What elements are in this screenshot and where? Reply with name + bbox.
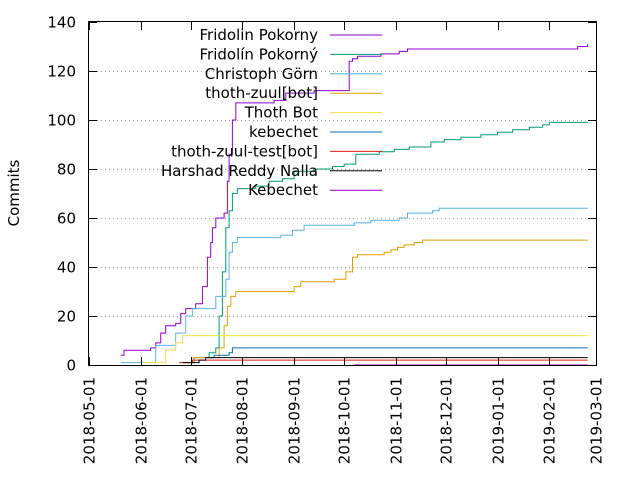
series-line-2 (120, 207, 588, 364)
grid-lines (89, 71, 596, 317)
x-tick-label: 2018-05-01 (81, 377, 99, 464)
x-tick-label: 2019-01-01 (490, 377, 508, 464)
x-tick-label: 2018-12-01 (438, 377, 456, 464)
x-tick-label: 2018-11-01 (388, 377, 406, 464)
series-line-4 (142, 335, 588, 364)
legend-label: Harshad Reddy Nalla (161, 162, 318, 180)
x-tick-label: 2018-07-01 (183, 377, 201, 464)
y-tick-label: 120 (47, 63, 76, 81)
y-tick-label: 40 (57, 259, 76, 277)
series-line-5 (209, 347, 588, 359)
legend-label: Christoph Görn (205, 65, 318, 83)
x-tick-label: 2019-03-01 (588, 377, 606, 464)
plot-frame (88, 21, 597, 366)
series-line-6 (179, 359, 588, 364)
x-tick-label: 2018-10-01 (336, 377, 354, 464)
y-tick-label: 60 (57, 210, 76, 228)
y-tick-label: 80 (57, 161, 76, 179)
axis-ticks: 0 20 40 60 80 100 120 140 2018-05-01 2018-06-01 20… (47, 14, 605, 465)
y-tick-label: 20 (57, 308, 76, 326)
legend-label: Thoth Bot (244, 104, 318, 122)
legend-label: thoth-zuul-test[bot] (171, 142, 318, 160)
x-tick-label: 2018-08-01 (234, 377, 252, 464)
x-tick-label: 2018-09-01 (286, 377, 304, 464)
series-line-3 (192, 239, 588, 359)
legend-label: Kebechet (248, 181, 318, 199)
x-tick-label: 2018-06-01 (133, 377, 151, 464)
x-tick-label: 2019-02-01 (541, 377, 559, 464)
legend-label: Fridolín Pokorný (200, 45, 319, 63)
y-tick-label: 140 (47, 14, 76, 32)
series-line-0 (120, 44, 589, 356)
series-line-1 (185, 121, 588, 364)
legend-label: Fridolin Pokorny (200, 26, 319, 44)
series-line-7 (182, 357, 588, 364)
legend-label: kebechet (249, 123, 318, 141)
y-tick-label: 100 (47, 112, 76, 130)
legend-label: thoth-zuul[bot] (205, 84, 318, 102)
y-axis-title: Commits (5, 159, 23, 226)
y-tick-label: 0 (66, 357, 76, 375)
